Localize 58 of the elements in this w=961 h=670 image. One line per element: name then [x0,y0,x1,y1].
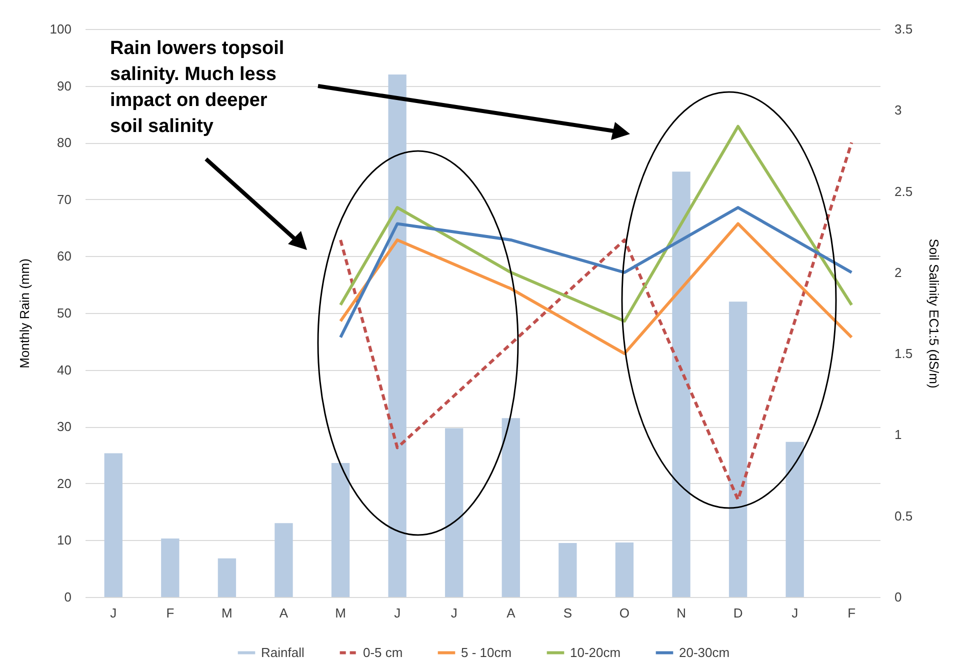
y-tick-label: 70 [57,192,72,207]
line-series [339,124,854,323]
x-tick-label: A [506,606,516,620]
y2-tick-label: 2 [894,264,902,280]
x-tick-label: J [792,606,798,620]
x-tick-label: D [733,606,743,620]
bar [615,542,634,597]
x-tick-label: S [563,606,572,620]
legend-label: 0-5 cm [363,644,403,660]
legend-label: 10-20cm [570,644,621,660]
bar [161,538,180,597]
y2-tick-label: 0.5 [894,508,913,524]
bar [274,523,293,597]
legend-label: Rainfall [261,644,304,660]
legend-label: 5 - 10cm [461,644,512,660]
y2-tick-label: 2.5 [894,184,913,199]
x-tick-label: J [110,606,117,620]
bar [218,558,236,597]
bar [672,172,690,597]
y2-tick-label: 1 [894,427,902,442]
x-tick-label: N [676,606,686,620]
y-tick-label: 90 [57,78,72,94]
y-tick-label: 80 [57,135,72,150]
x-tick-label: M [222,606,232,620]
bar [331,462,350,597]
bar [786,442,804,597]
legend-label: 20-30cm [679,644,730,660]
y-tick-label: 10 [57,532,72,548]
line-series [339,206,854,339]
x-tick-label: F [166,606,174,620]
bar [104,453,122,597]
x-tick-label: F [848,606,856,620]
y-tick-label: 100 [50,22,72,36]
bar [728,302,748,597]
y2-axis-title: Soil Salinity EC1:5 (dS/m) [926,238,942,388]
bar [445,428,464,597]
bar [502,418,520,597]
x-tick-label: J [394,606,401,620]
line-series [339,141,854,502]
y-tick-label: 30 [57,419,72,434]
y-tick-label: 40 [57,362,72,378]
x-tick-label: O [619,606,630,620]
y2-tick-label: 3.5 [894,22,913,36]
y-tick-label: 20 [57,476,72,491]
bar [388,74,406,597]
y-axis-title: Monthly Rain (mm) [16,258,32,368]
y2-tick-label: 3 [894,102,902,118]
y-tick-label: 60 [57,248,72,264]
annotation: Rain lowers topsoil salinity. Much less impact on deeper soil salinity [110,38,284,137]
x-tick-label: A [279,606,288,620]
x-tick-label: M [335,606,346,620]
y2-tick-label: 1.5 [894,346,913,362]
x-tick-label: J [450,606,458,620]
bar [558,543,577,597]
line-series [339,222,854,356]
y-tick-label: 0 [64,590,72,604]
y2-tick-label: 0 [894,590,902,604]
y-tick-label: 50 [57,306,72,320]
